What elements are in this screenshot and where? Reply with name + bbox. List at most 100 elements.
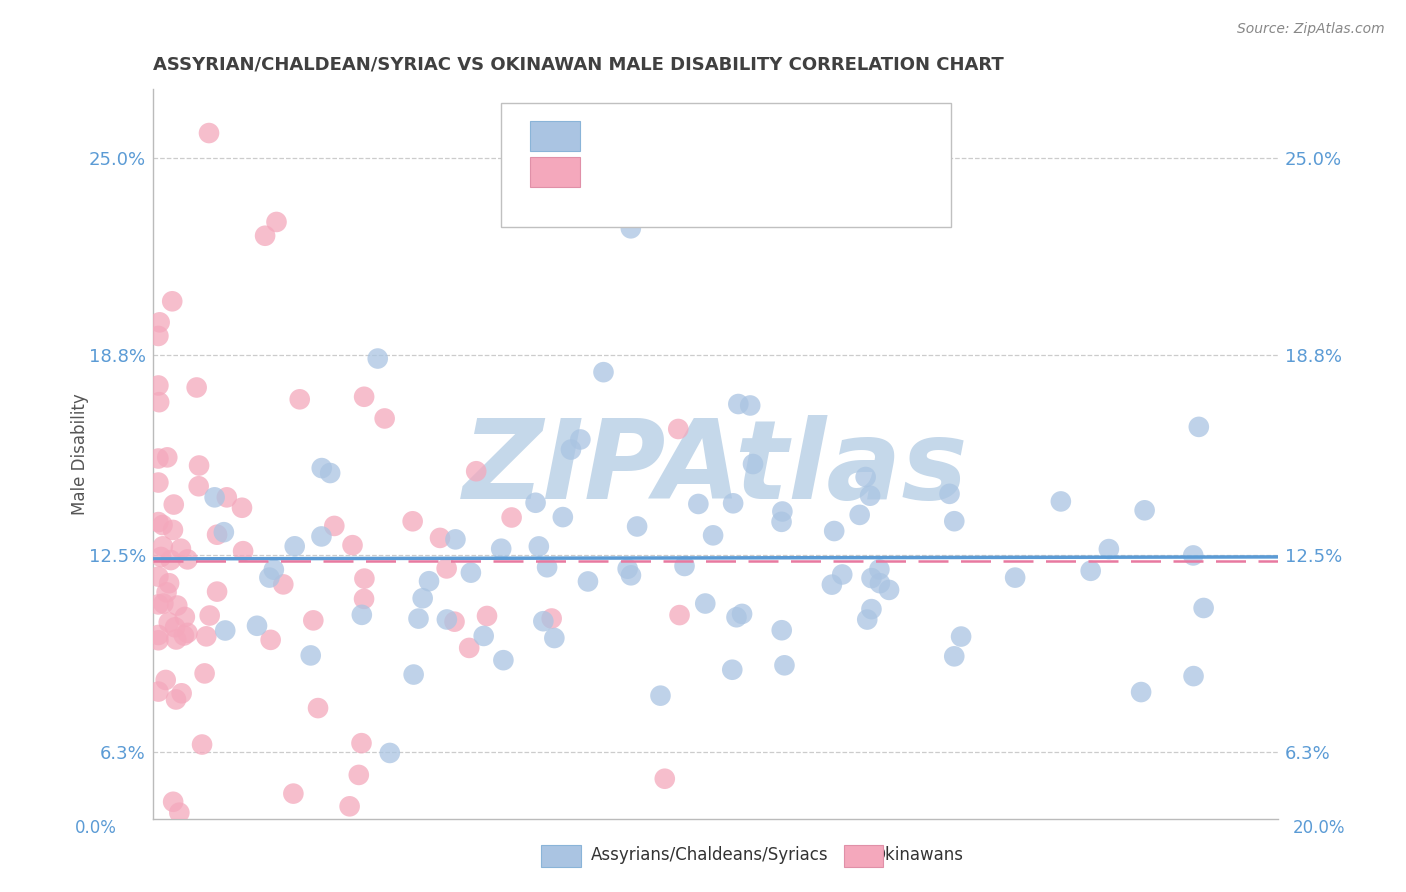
Point	[626, 519, 648, 533]
Text: Okinawans: Okinawans	[872, 846, 963, 863]
Point	[831, 567, 853, 582]
Point	[492, 653, 515, 667]
Point	[418, 574, 440, 589]
Point	[311, 529, 333, 543]
Point	[350, 607, 373, 622]
Point	[254, 228, 277, 243]
Point	[860, 602, 883, 616]
Y-axis label: Male Disability: Male Disability	[72, 393, 89, 515]
Point	[214, 624, 236, 638]
Point	[501, 510, 523, 524]
Point	[176, 626, 198, 640]
Point	[378, 746, 401, 760]
Point	[856, 613, 879, 627]
Point	[702, 528, 724, 542]
Point	[152, 518, 174, 533]
FancyBboxPatch shape	[530, 120, 581, 152]
Point	[770, 515, 793, 529]
Point	[401, 514, 423, 528]
Point	[232, 544, 254, 558]
Point	[1004, 571, 1026, 585]
Point	[721, 663, 744, 677]
Point	[165, 692, 187, 706]
Point	[770, 504, 793, 518]
Text: 20.0%: 20.0%	[1292, 819, 1346, 837]
Point	[721, 496, 744, 510]
Point	[187, 479, 209, 493]
Point	[460, 566, 482, 580]
Point	[443, 615, 465, 629]
Point	[1133, 503, 1156, 517]
Point	[489, 541, 512, 556]
Point	[592, 365, 614, 379]
Point	[695, 597, 717, 611]
Point	[148, 329, 170, 343]
Point	[246, 619, 269, 633]
Point	[148, 569, 170, 583]
Point	[323, 519, 346, 533]
Point	[271, 577, 294, 591]
Point	[176, 552, 198, 566]
Point	[770, 624, 793, 638]
Point	[620, 221, 643, 235]
Point	[731, 607, 754, 621]
Point	[666, 422, 689, 436]
Point	[727, 397, 749, 411]
Point	[412, 591, 434, 606]
Point	[288, 392, 311, 407]
Point	[688, 497, 710, 511]
Point	[150, 549, 173, 564]
Text: Assyrians/Chaldeans/Syriacs: Assyrians/Chaldeans/Syriacs	[591, 846, 828, 863]
Point	[773, 658, 796, 673]
Point	[152, 597, 174, 611]
Point	[543, 631, 565, 645]
Point	[155, 673, 177, 687]
Point	[299, 648, 322, 663]
Point	[148, 451, 170, 466]
Point	[231, 500, 253, 515]
Point	[149, 315, 172, 329]
Point	[527, 540, 550, 554]
Point	[620, 568, 643, 582]
Point	[536, 560, 558, 574]
Point	[157, 615, 180, 630]
Point	[148, 378, 170, 392]
Point	[673, 559, 696, 574]
Point	[436, 561, 458, 575]
Point	[284, 539, 307, 553]
Point	[524, 496, 547, 510]
Point	[859, 489, 882, 503]
Point	[540, 611, 562, 625]
Point	[205, 584, 228, 599]
Point	[319, 466, 342, 480]
Point	[163, 620, 186, 634]
Point	[877, 582, 900, 597]
Text: ZIPAtlas: ZIPAtlas	[463, 415, 967, 522]
Point	[198, 126, 221, 140]
Point	[170, 686, 193, 700]
Point	[148, 628, 170, 642]
Point	[160, 294, 183, 309]
Point	[472, 629, 495, 643]
Point	[950, 630, 973, 644]
Point	[616, 562, 638, 576]
Point	[342, 538, 364, 552]
Point	[347, 768, 370, 782]
Point	[212, 525, 235, 540]
Point	[1080, 564, 1102, 578]
Point	[353, 390, 375, 404]
Point	[156, 450, 179, 465]
Point	[560, 442, 582, 457]
Point	[551, 510, 574, 524]
Point	[148, 475, 170, 490]
Point	[353, 591, 375, 606]
Point	[148, 684, 170, 698]
Point	[1050, 494, 1073, 508]
Point	[148, 515, 170, 529]
Point	[215, 491, 238, 505]
Point	[173, 628, 195, 642]
Point	[860, 571, 883, 585]
FancyBboxPatch shape	[502, 103, 952, 227]
Point	[148, 598, 170, 612]
Point	[1188, 420, 1211, 434]
